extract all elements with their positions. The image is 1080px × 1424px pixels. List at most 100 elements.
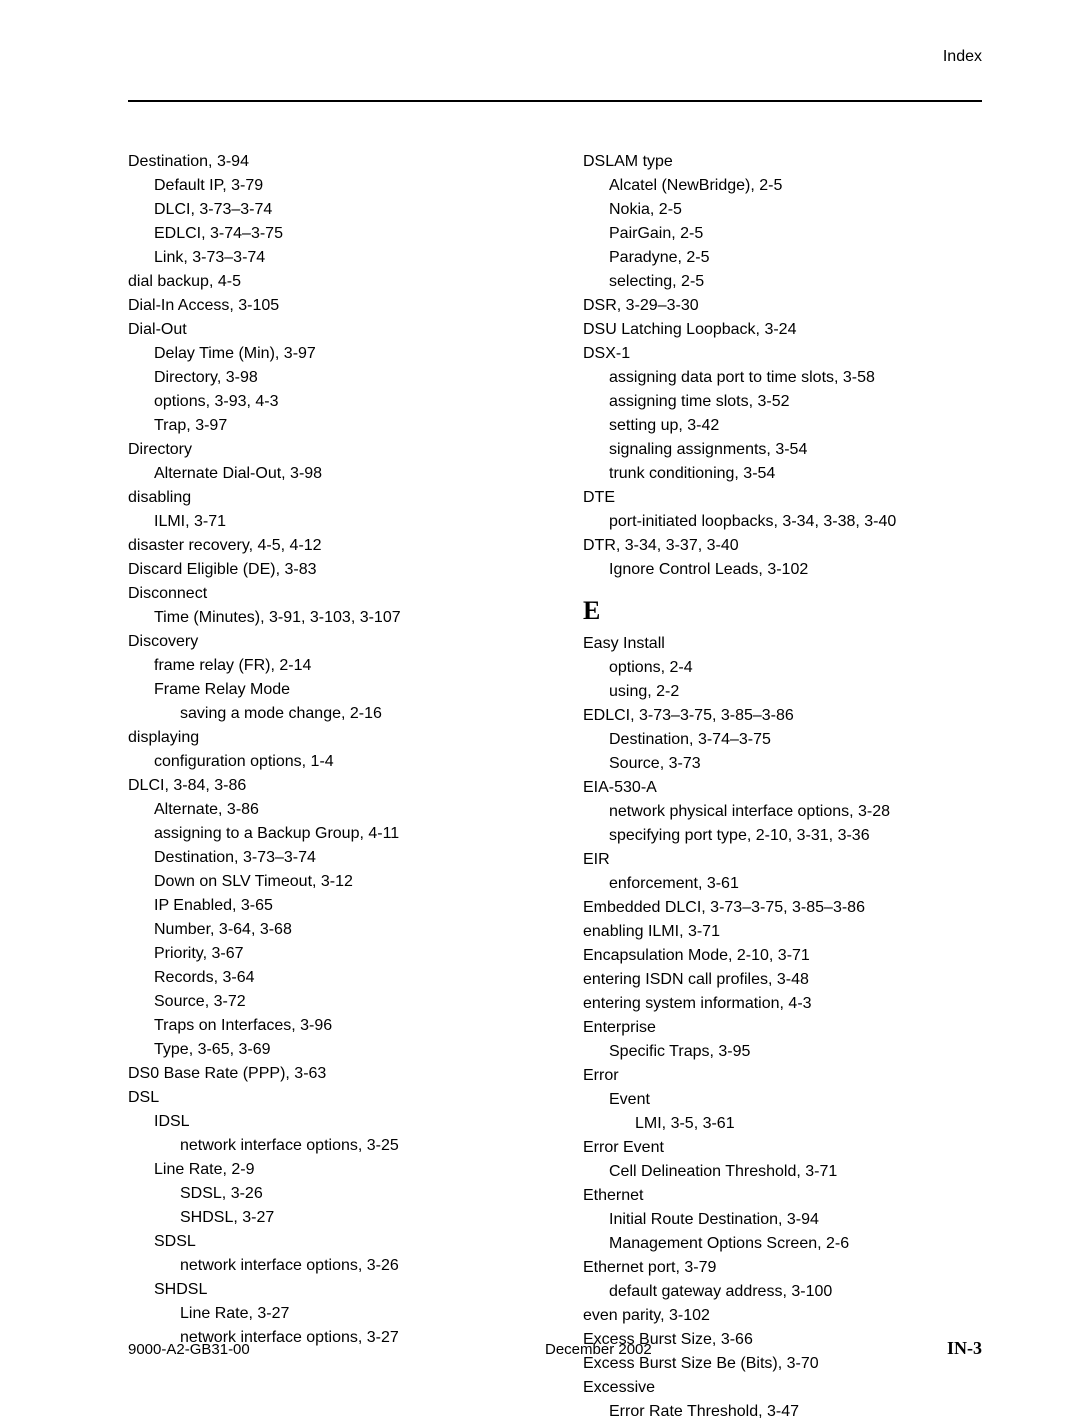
index-entry: EDLCI, 3-73–3-75, 3-85–3-86: [583, 704, 982, 728]
index-entry: Dial-In Access, 3-105: [128, 294, 527, 318]
index-entry: options, 2-4: [609, 656, 982, 680]
index-entry: DSX-1: [583, 342, 982, 366]
index-entry: network physical interface options, 3-28: [609, 800, 982, 824]
index-entry: Specific Traps, 3-95: [609, 1040, 982, 1064]
index-entry: Priority, 3-67: [154, 942, 527, 966]
index-entry: entering ISDN call profiles, 3-48: [583, 968, 982, 992]
index-entry: Dial-Out: [128, 318, 527, 342]
index-entry: Management Options Screen, 2-6: [609, 1232, 982, 1256]
header-rule: [128, 100, 982, 102]
index-entry: DSL: [128, 1086, 527, 1110]
index-entry: SDSL: [154, 1230, 527, 1254]
index-entry: Enterprise: [583, 1016, 982, 1040]
index-entry: trunk conditioning, 3-54: [609, 462, 982, 486]
index-entry: Line Rate, 2-9: [154, 1158, 527, 1182]
index-entry: network interface options, 3-25: [180, 1134, 527, 1158]
footer-date: December 2002: [545, 1341, 652, 1358]
index-entry: Nokia, 2-5: [609, 198, 982, 222]
index-entry: Directory, 3-98: [154, 366, 527, 390]
index-entry: Ethernet: [583, 1184, 982, 1208]
index-entry: Source, 3-73: [609, 752, 982, 776]
index-entry: using, 2-2: [609, 680, 982, 704]
footer-page-number: IN-3: [947, 1338, 982, 1359]
index-entry: EIA-530-A: [583, 776, 982, 800]
index-entry: specifying port type, 2-10, 3-31, 3-36: [609, 824, 982, 848]
index-entry: Easy Install: [583, 632, 982, 656]
index-entry: Number, 3-64, 3-68: [154, 918, 527, 942]
index-entry: DSR, 3-29–3-30: [583, 294, 982, 318]
index-entry: options, 3-93, 4-3: [154, 390, 527, 414]
index-entry: signaling assignments, 3-54: [609, 438, 982, 462]
index-entry: Alternate, 3-86: [154, 798, 527, 822]
index-entry: saving a mode change, 2-16: [180, 702, 527, 726]
index-left-column: Destination, 3-94Default IP, 3-79DLCI, 3…: [128, 150, 527, 1424]
index-entry: Cell Delineation Threshold, 3-71: [609, 1160, 982, 1184]
index-entry: Trap, 3-97: [154, 414, 527, 438]
index-entry: Ethernet port, 3-79: [583, 1256, 982, 1280]
index-entry: DSU Latching Loopback, 3-24: [583, 318, 982, 342]
index-entry: assigning time slots, 3-52: [609, 390, 982, 414]
index-entry: setting up, 3-42: [609, 414, 982, 438]
index-entry: IDSL: [154, 1110, 527, 1134]
index-entry: Destination, 3-74–3-75: [609, 728, 982, 752]
index-entry: DTR, 3-34, 3-37, 3-40: [583, 534, 982, 558]
index-entry: disaster recovery, 4-5, 4-12: [128, 534, 527, 558]
page-header-label: Index: [943, 48, 982, 66]
index-entry: disabling: [128, 486, 527, 510]
index-entry: Directory: [128, 438, 527, 462]
index-entry: LMI, 3-5, 3-61: [635, 1112, 982, 1136]
index-entry: Link, 3-73–3-74: [154, 246, 527, 270]
index-entry: Embedded DLCI, 3-73–3-75, 3-85–3-86: [583, 896, 982, 920]
index-entry: DLCI, 3-84, 3-86: [128, 774, 527, 798]
index-entry: selecting, 2-5: [609, 270, 982, 294]
index-entry: Traps on Interfaces, 3-96: [154, 1014, 527, 1038]
index-entry: PairGain, 2-5: [609, 222, 982, 246]
index-entry: Destination, 3-94: [128, 150, 527, 174]
index-entry: Delay Time (Min), 3-97: [154, 342, 527, 366]
index-entry: Excessive: [583, 1376, 982, 1400]
index-entry: Time (Minutes), 3-91, 3-103, 3-107: [154, 606, 527, 630]
footer-doc-id: 9000-A2-GB31-00: [128, 1341, 250, 1358]
index-entry: configuration options, 1-4: [154, 750, 527, 774]
index-entry: SHDSL: [154, 1278, 527, 1302]
index-entry: Initial Route Destination, 3-94: [609, 1208, 982, 1232]
index-entry: Error Rate Threshold, 3-47: [609, 1400, 982, 1424]
index-entry: network interface options, 3-26: [180, 1254, 527, 1278]
index-entry: Discovery: [128, 630, 527, 654]
index-entry: DTE: [583, 486, 982, 510]
index-entry: Disconnect: [128, 582, 527, 606]
index-entry: dial backup, 4-5: [128, 270, 527, 294]
index-entry: DSLAM type: [583, 150, 982, 174]
index-entry: enforcement, 3-61: [609, 872, 982, 896]
index-entry: default gateway address, 3-100: [609, 1280, 982, 1304]
index-entry: Source, 3-72: [154, 990, 527, 1014]
index-entry: Alcatel (NewBridge), 2-5: [609, 174, 982, 198]
index-entry: DLCI, 3-73–3-74: [154, 198, 527, 222]
page-footer: 9000-A2-GB31-00 December 2002 IN-3: [128, 1338, 982, 1359]
index-entry: frame relay (FR), 2-14: [154, 654, 527, 678]
index-entry: Frame Relay Mode: [154, 678, 527, 702]
index-entry: Event: [609, 1088, 982, 1112]
index-entry: SHDSL, 3-27: [180, 1206, 527, 1230]
index-entry: Error: [583, 1064, 982, 1088]
index-entry: Ignore Control Leads, 3-102: [609, 558, 982, 582]
index-entry: IP Enabled, 3-65: [154, 894, 527, 918]
index-entry: entering system information, 4-3: [583, 992, 982, 1016]
index-entry: ILMI, 3-71: [154, 510, 527, 534]
index-entry: Alternate Dial-Out, 3-98: [154, 462, 527, 486]
index-entry: displaying: [128, 726, 527, 750]
index-entry: Error Event: [583, 1136, 982, 1160]
index-entry: assigning to a Backup Group, 4-11: [154, 822, 527, 846]
index-entry: Paradyne, 2-5: [609, 246, 982, 270]
index-entry: Discard Eligible (DE), 3-83: [128, 558, 527, 582]
index-entry: EIR: [583, 848, 982, 872]
index-entry: EDLCI, 3-74–3-75: [154, 222, 527, 246]
index-entry: Encapsulation Mode, 2-10, 3-71: [583, 944, 982, 968]
index-entry: Type, 3-65, 3-69: [154, 1038, 527, 1062]
index-entry: Default IP, 3-79: [154, 174, 527, 198]
index-section-letter: E: [583, 596, 982, 626]
index-entry: Records, 3-64: [154, 966, 527, 990]
index-columns: Destination, 3-94Default IP, 3-79DLCI, 3…: [128, 150, 982, 1424]
index-entry: DS0 Base Rate (PPP), 3-63: [128, 1062, 527, 1086]
index-entry: port-initiated loopbacks, 3-34, 3-38, 3-…: [609, 510, 982, 534]
